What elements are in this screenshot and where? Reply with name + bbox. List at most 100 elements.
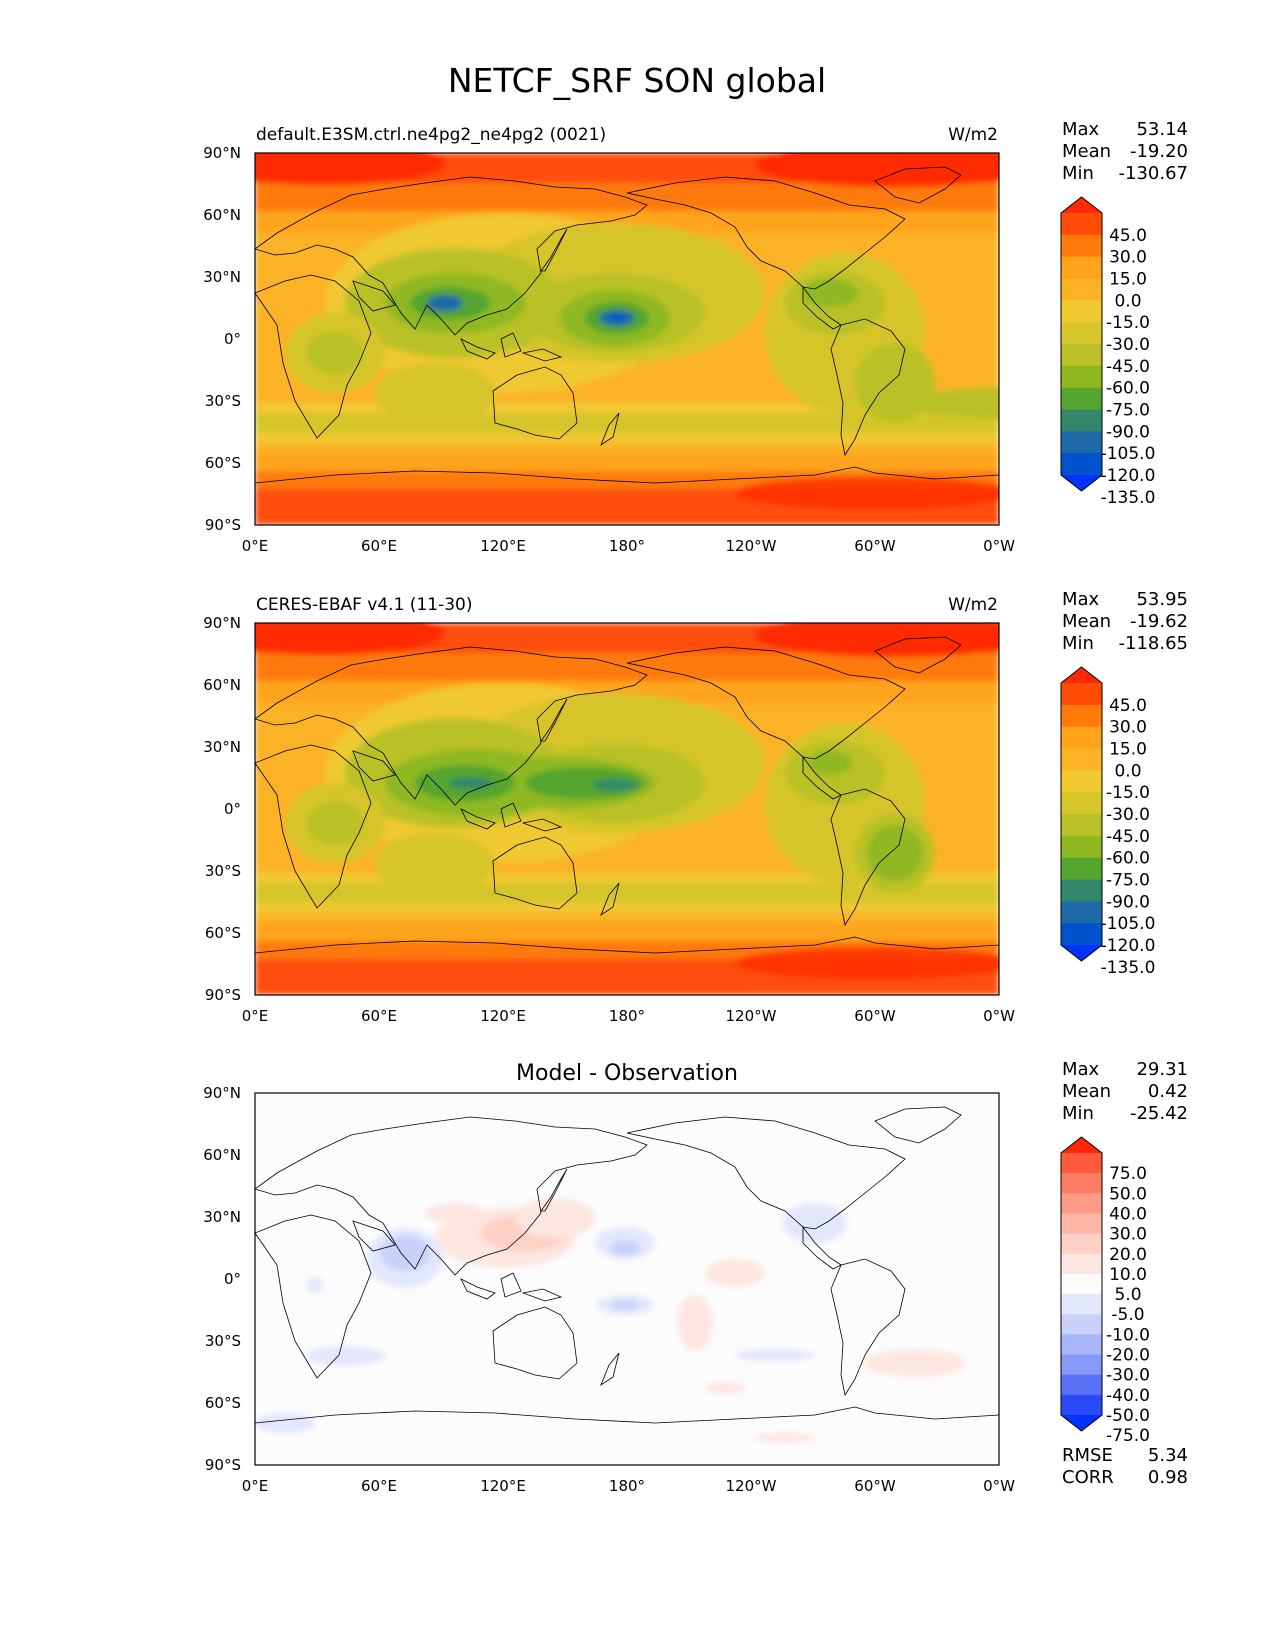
stat-value: -19.62 xyxy=(1130,611,1188,632)
x-tick-label: 60°E xyxy=(361,1007,397,1025)
x-tick-label: 60°W xyxy=(854,537,896,555)
colorbar-swatch xyxy=(1061,1193,1102,1214)
y-tick-label: 90°N xyxy=(203,614,241,632)
colorbar-swatch xyxy=(1061,1374,1102,1396)
panel-model-subtitle: default.E3SM.ctrl.ne4pg2_ne4pg2 (0021) xyxy=(256,125,606,145)
x-tick-label: 60°E xyxy=(361,537,397,555)
colorbar-tick-label: -120.0 xyxy=(1101,936,1156,956)
panel-difference-stats: Max 29.31 Mean 0.42 Min -25.42 xyxy=(1062,1059,1188,1124)
x-tick-label: 60°W xyxy=(854,1007,896,1025)
stat-value: 29.31 xyxy=(1136,1059,1188,1080)
colorbar-tick-label: -105.0 xyxy=(1101,914,1156,934)
y-tick-label: 30°N xyxy=(203,738,241,756)
panel-model-units: W/m2 xyxy=(948,125,998,145)
x-tick-label: 180° xyxy=(609,537,645,555)
y-tick-label: 30°N xyxy=(203,268,241,286)
colorbar-swatch xyxy=(1061,1253,1102,1275)
colorbar-tick-label: -15.0 xyxy=(1106,313,1150,333)
colorbar-tick-label: -15.0 xyxy=(1106,783,1150,803)
x-tick-label: 60°W xyxy=(854,1477,896,1495)
colorbar-swatch xyxy=(1061,770,1102,793)
colorbar-swatch xyxy=(1061,213,1102,236)
colorbar-tick-label: -50.0 xyxy=(1106,1406,1150,1426)
panel-difference-title: Model - Observation xyxy=(516,1061,738,1086)
y-tick-label: 30°N xyxy=(203,1208,241,1226)
y-tick-label: 60°S xyxy=(205,1394,241,1412)
colorbar-tick-label: 30.0 xyxy=(1109,248,1147,268)
colorbar-tick-label: -135.0 xyxy=(1101,488,1156,508)
colorbar-swatch xyxy=(1061,278,1102,301)
colorbar-tick-label: -75.0 xyxy=(1106,401,1150,421)
colorbar-outline xyxy=(1060,1136,1103,1432)
colorbar-tick-label: -30.0 xyxy=(1106,335,1150,355)
panel-model-axes: 90°N 60°N 30°N 0° 30°S 60°S 90°S 0°E 60°… xyxy=(203,144,1015,555)
y-tick-label: 0° xyxy=(224,330,241,348)
figure-title: NETCF_SRF SON global xyxy=(448,61,826,100)
colorbar-tick-label: -90.0 xyxy=(1106,892,1150,912)
stat-value: -19.20 xyxy=(1130,141,1188,162)
x-tick-label: 120°W xyxy=(726,1007,777,1025)
colorbar-outline xyxy=(1060,196,1103,492)
x-tick-label: 120°E xyxy=(480,1007,526,1025)
panel-model: default.E3SM.ctrl.ne4pg2_ne4pg2 (0021) W… xyxy=(203,119,1188,555)
y-tick-label: 30°S xyxy=(205,862,241,880)
rmse-label: RMSE xyxy=(1062,1445,1113,1466)
colorbar-swatch xyxy=(1061,1233,1102,1255)
x-tick-label: 60°E xyxy=(361,1477,397,1495)
rmse-value: 5.34 xyxy=(1148,1445,1188,1466)
colorbar-tick-label: 30.0 xyxy=(1109,718,1147,738)
colorbar-extend-top xyxy=(1061,197,1102,213)
colorbar-swatch xyxy=(1061,792,1102,815)
colorbar-extend-bottom xyxy=(1061,1415,1102,1431)
colorbar-swatch xyxy=(1061,835,1102,859)
colorbar-tick-label: 0.0 xyxy=(1114,761,1141,781)
stat-label: Min xyxy=(1062,1103,1094,1124)
colorbar-swatch xyxy=(1061,387,1102,410)
panel-difference-map xyxy=(255,1093,999,1465)
stat-label: Mean xyxy=(1062,611,1111,632)
colorbar-tick-label: -45.0 xyxy=(1106,827,1150,847)
y-tick-label: 30°S xyxy=(205,392,241,410)
stat-label: Mean xyxy=(1062,141,1111,162)
stat-value: 53.14 xyxy=(1136,119,1188,140)
colorbar-swatch xyxy=(1061,901,1102,924)
colorbar-extend-bottom xyxy=(1061,945,1102,961)
panel-model-stats: Max 53.14 Mean -19.20 Min -130.67 xyxy=(1062,119,1188,184)
colorbar-model: 45.030.015.00.0-15.0-30.0-45.0-60.0-75.0… xyxy=(1060,196,1156,508)
x-tick-label: 0°W xyxy=(983,1007,1015,1025)
colorbar-swatch xyxy=(1061,300,1102,323)
colorbar-swatch xyxy=(1061,365,1102,389)
y-tick-label: 30°S xyxy=(205,1332,241,1350)
colorbar-swatch xyxy=(1061,322,1102,345)
colorbar-swatch xyxy=(1061,923,1102,946)
colorbar-swatch xyxy=(1061,748,1102,771)
colorbar-extend-top xyxy=(1061,667,1102,683)
x-tick-label: 120°W xyxy=(726,1477,777,1495)
colorbar-tick-label: -120.0 xyxy=(1101,466,1156,486)
colorbar-swatch xyxy=(1061,453,1102,476)
panel-difference-metrics: RMSE 5.34 CORR 0.98 xyxy=(1062,1445,1188,1488)
colorbar-tick-label: -75.0 xyxy=(1106,1426,1150,1446)
colorbar-swatch xyxy=(1061,409,1102,432)
colorbar-tick-label: 45.0 xyxy=(1109,696,1147,716)
stat-label: Max xyxy=(1062,119,1100,140)
colorbar-tick-label: -45.0 xyxy=(1106,357,1150,377)
x-tick-label: 180° xyxy=(609,1007,645,1025)
colorbar-swatch xyxy=(1061,857,1102,880)
colorbar-tick-label: -60.0 xyxy=(1106,849,1150,869)
stat-label: Min xyxy=(1062,633,1094,654)
colorbar-swatch xyxy=(1061,879,1102,902)
stat-label: Max xyxy=(1062,589,1100,610)
colorbar-tick-label: -135.0 xyxy=(1101,958,1156,978)
panel-difference-frame xyxy=(254,1092,1000,1466)
colorbar-swatch xyxy=(1061,431,1102,454)
panel-difference: Model - Observation xyxy=(203,1059,1188,1495)
colorbar-swatch xyxy=(1061,1173,1102,1194)
colorbar-tick-label: -90.0 xyxy=(1106,422,1150,442)
x-tick-label: 0°E xyxy=(242,1477,269,1495)
panel-difference-axes: 90°N 60°N 30°N 0° 30°S 60°S 90°S 0°E 60°… xyxy=(203,1084,1015,1495)
colorbar-swatch xyxy=(1061,683,1102,706)
stat-value: -130.67 xyxy=(1119,163,1188,184)
x-tick-label: 120°E xyxy=(480,537,526,555)
